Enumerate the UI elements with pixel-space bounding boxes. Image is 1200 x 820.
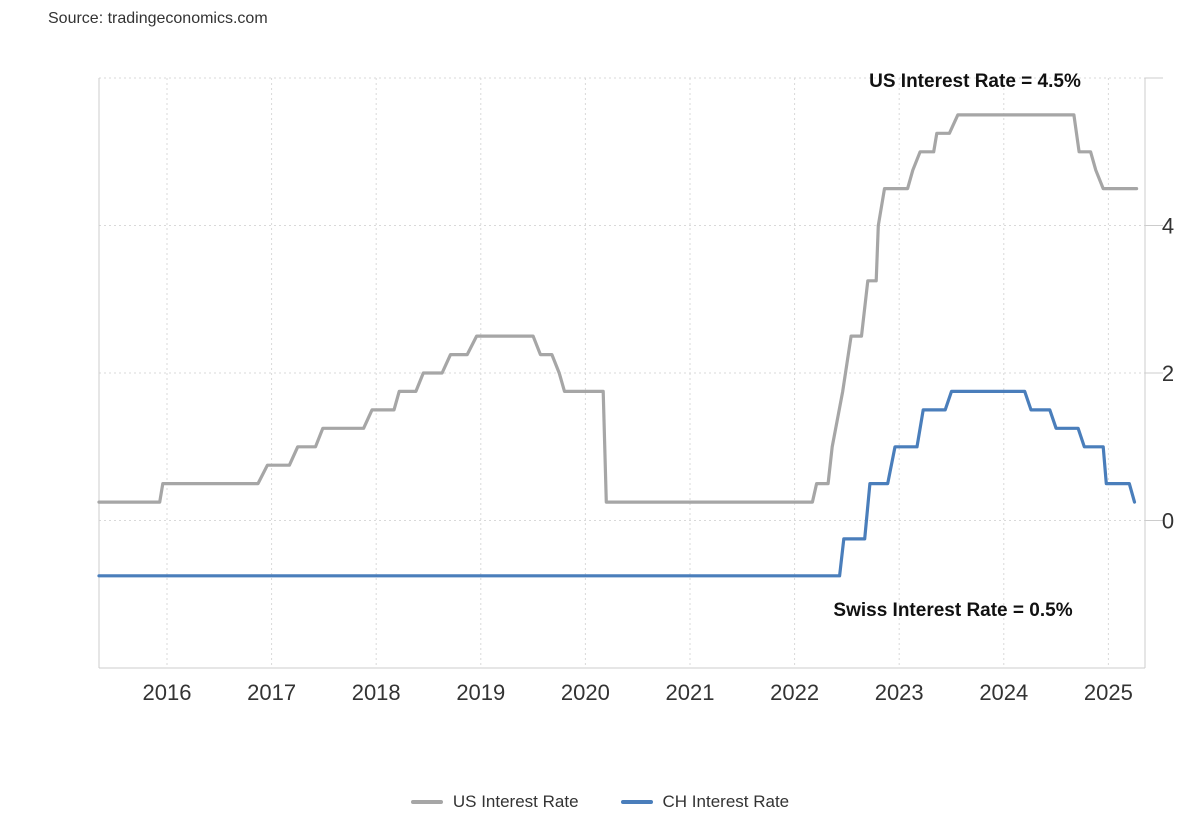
x-tick-label: 2017: [247, 680, 296, 705]
x-tick-label: 2019: [456, 680, 505, 705]
legend: US Interest Rate CH Interest Rate: [0, 792, 1200, 812]
legend-item-us[interactable]: US Interest Rate: [410, 792, 579, 812]
axes: [98, 77, 1163, 669]
legend-label-us: US Interest Rate: [452, 792, 579, 811]
legend-item-ch[interactable]: CH Interest Rate: [620, 792, 790, 812]
annotations: US Interest Rate = 4.5% Swiss Interest Ra…: [833, 71, 1081, 621]
x-tick-label: 2023: [875, 680, 924, 705]
x-tick-label: 2021: [666, 680, 715, 705]
x-tick-label: 2016: [143, 680, 192, 705]
legend-swatch-ch: [620, 800, 653, 804]
us-interest-rate-line: [97, 113, 1139, 504]
series-lines: [97, 113, 1139, 578]
x-tick-label: 2022: [770, 680, 819, 705]
source-label: Source: tradingeconomics.com: [48, 10, 268, 27]
legend-label-ch: CH Interest Rate: [662, 792, 790, 811]
grid: [99, 77, 1145, 668]
y-tick-label: 0: [1162, 509, 1174, 534]
x-tick-label: 2025: [1084, 680, 1133, 705]
x-tick-label: 2020: [561, 680, 610, 705]
ch-rate-annotation: Swiss Interest Rate = 0.5%: [833, 600, 1072, 621]
legend-swatch-us: [410, 800, 443, 804]
us-rate-annotation: US Interest Rate = 4.5%: [869, 71, 1081, 92]
ch-interest-rate-line: [97, 389, 1137, 578]
y-tick-label: 4: [1162, 214, 1174, 239]
y-tick-label: 2: [1162, 361, 1174, 386]
tick-labels: 2016 2017 2018 2019 2020 2021 2022 2023 2024 2025…: [143, 214, 1175, 706]
interest-rate-chart: 2016 2017 2018 2019 2020 2021 2022 2023 2024 2025…: [97, 71, 1175, 706]
x-tick-label: 2018: [352, 680, 401, 705]
x-tick-label: 2024: [979, 680, 1028, 705]
